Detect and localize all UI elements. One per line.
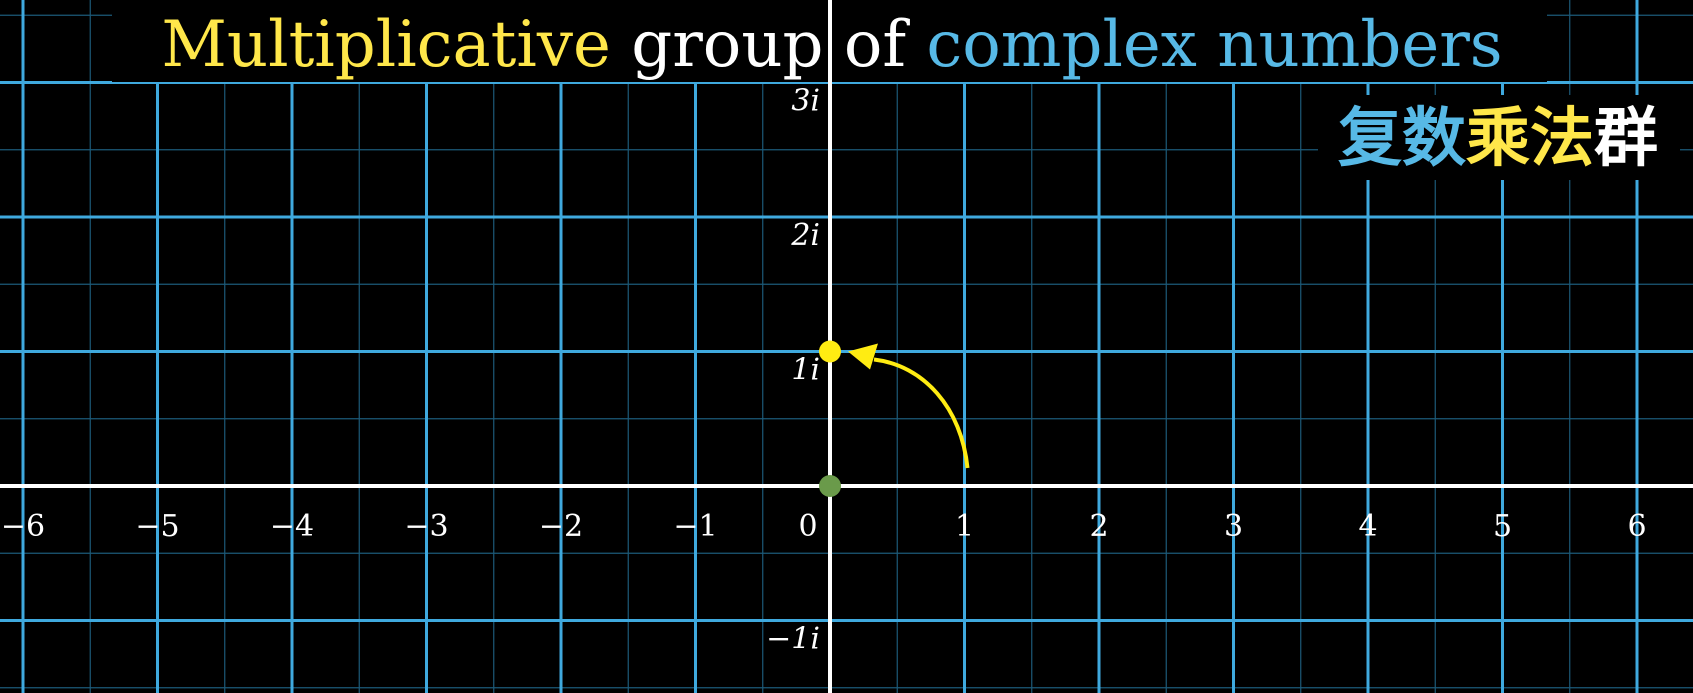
real-tick-label: 2 xyxy=(1089,509,1108,544)
real-tick-label: −4 xyxy=(270,509,314,544)
subtitle-backdrop xyxy=(1318,95,1680,180)
arrowhead-icon xyxy=(848,343,878,370)
imaginary-tick-label: 3i xyxy=(791,84,820,119)
subtitle-group: 群 xyxy=(1594,102,1658,176)
origin-point xyxy=(819,475,841,497)
rotation-arc xyxy=(873,357,970,469)
real-tick-label: 0 xyxy=(798,509,817,544)
imaginary-tick-label: 1i xyxy=(791,353,820,388)
imaginary-tick-label: −1i xyxy=(766,622,820,657)
title-group-of: group of xyxy=(611,8,927,82)
subtitle-multiplication: 乘法 xyxy=(1466,102,1594,176)
real-tick-label: −2 xyxy=(539,509,583,544)
real-tick-label: −3 xyxy=(404,509,448,544)
real-tick-label: −6 xyxy=(1,509,45,544)
point-i xyxy=(819,340,841,363)
real-tick-label: 1 xyxy=(955,509,974,544)
real-tick-label: 6 xyxy=(1627,509,1646,544)
imaginary-axis-labels: 3i 2i 1i −1i xyxy=(766,84,820,657)
subtitle-chinese: 复数乘法群 xyxy=(1338,102,1658,176)
title-multiplicative: Multiplicative xyxy=(161,8,611,82)
real-axis-labels: −6 −5 −4 −3 −2 −1 0 1 2 3 4 5 6 xyxy=(1,509,1647,544)
title: Multiplicative group of complex numbers xyxy=(161,8,1502,82)
real-tick-label: 4 xyxy=(1358,509,1377,544)
real-tick-label: 5 xyxy=(1493,509,1512,544)
real-tick-label: 3 xyxy=(1224,509,1243,544)
imaginary-tick-label: 2i xyxy=(790,218,820,253)
title-complex-numbers: complex numbers xyxy=(926,8,1502,82)
real-tick-label: −1 xyxy=(673,509,717,544)
subtitle-complex: 复数 xyxy=(1338,102,1466,176)
real-tick-label: −5 xyxy=(135,509,179,544)
